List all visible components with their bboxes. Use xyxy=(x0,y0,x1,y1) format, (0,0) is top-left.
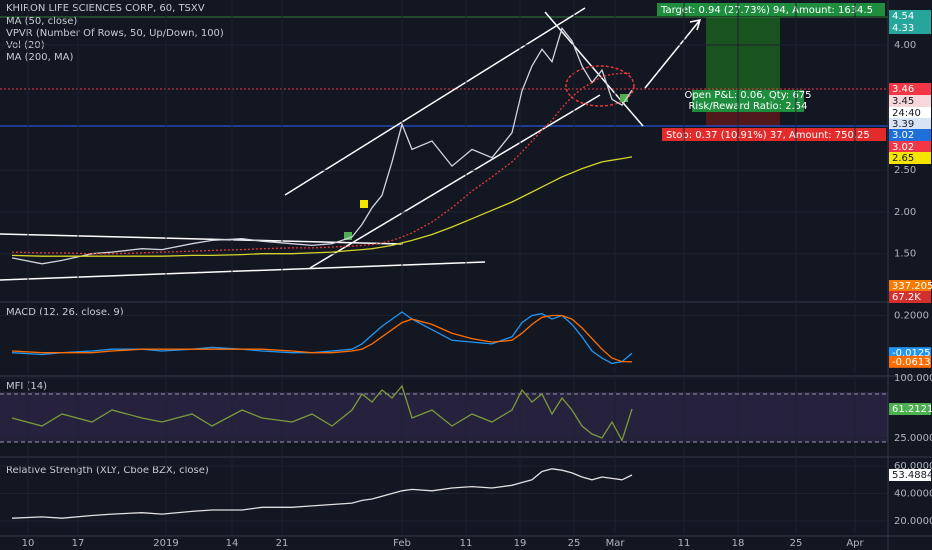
signal-icon xyxy=(620,94,628,102)
x-tick-label: 17 xyxy=(72,538,85,549)
badge-label: 61.2121 xyxy=(892,404,932,415)
x-tick-label: 25 xyxy=(568,538,581,549)
price-badge xyxy=(889,10,931,22)
price-badge xyxy=(889,22,931,34)
x-tick-label: 18 xyxy=(732,538,745,549)
mfi-band xyxy=(0,392,888,442)
pnl-label: Open P&L: 0.06, Qty: 675 xyxy=(684,90,811,101)
series-line xyxy=(11,311,633,365)
target-label: Target: 0.94 (27.73%) 94, Amount: 1634.5 xyxy=(660,5,873,16)
y-tick-label: 100.0000 xyxy=(894,373,932,384)
target-box xyxy=(657,3,885,16)
badge-label: -0.0125 xyxy=(892,348,931,359)
price-badge xyxy=(889,152,931,164)
badge-label: 3.02 xyxy=(892,130,914,141)
price-badge xyxy=(889,107,931,119)
y-tick-label: 2.00 xyxy=(894,207,916,218)
x-tick-label: 19 xyxy=(514,538,527,549)
pane-title: MACD (12, 26, close, 9) xyxy=(6,307,124,318)
badge-label: 4.33 xyxy=(892,23,914,34)
badge-label: 53.4884 xyxy=(892,470,932,481)
badge-label: 3.45 xyxy=(892,96,914,107)
signal-icon xyxy=(360,200,368,208)
x-tick-label: 14 xyxy=(226,538,239,549)
series-line xyxy=(11,156,633,257)
badge-label: 67.2K xyxy=(892,292,921,303)
x-tick-label: 2019 xyxy=(153,538,178,549)
badge-label: 2.65 xyxy=(892,153,914,164)
y-tick-label: 4.00 xyxy=(894,40,916,51)
target-zone xyxy=(706,17,780,90)
series-line xyxy=(11,314,633,363)
y-tick-label: 1.50 xyxy=(894,249,916,260)
pane-title: MFI (14) xyxy=(6,381,47,392)
y-tick-label: 0.2000 xyxy=(894,311,929,322)
series-line xyxy=(11,26,633,265)
x-tick-label: 21 xyxy=(276,538,289,549)
y-tick-label: 40.0000 xyxy=(894,489,932,500)
badge-label: 24:40 xyxy=(892,108,921,119)
price-badge xyxy=(889,291,931,303)
pnl-box xyxy=(692,90,804,112)
series-line xyxy=(11,384,633,443)
x-tick-label: 11 xyxy=(460,538,473,549)
price-badge xyxy=(889,118,931,130)
stop-label: Stop: 0.37 (10.91%) 37, Amount: 750.25 xyxy=(666,130,870,141)
y-tick-label: 25.0000 xyxy=(894,433,932,444)
y-tick-label: 20.0000 xyxy=(894,516,932,527)
x-tick-label: Apr xyxy=(846,538,864,549)
badge-label: 4.54 xyxy=(892,11,914,22)
pane-title: Relative Strength (XLY, Cboe BZX, close) xyxy=(6,465,209,476)
badge-label: 3.39 xyxy=(892,119,914,130)
price-badge xyxy=(889,355,931,368)
price-badge xyxy=(889,129,931,141)
y-tick-label: 60.0000 xyxy=(894,461,932,472)
y-tick-label: 2.50 xyxy=(894,165,916,176)
stop-box xyxy=(662,128,886,141)
price-badge xyxy=(889,83,931,95)
series-line xyxy=(11,468,633,519)
x-tick-label: 10 xyxy=(22,538,35,549)
indicator-label: MA (200, MA) xyxy=(6,52,73,63)
series-line xyxy=(11,72,632,255)
indicator-label: MA (50, close) xyxy=(6,16,77,27)
x-tick-label: 11 xyxy=(678,538,691,549)
indicator-label: VPVR (Number Of Rows, 50, Up/Down, 100) xyxy=(6,28,224,39)
x-tick-label: Mar xyxy=(606,538,626,549)
price-badge xyxy=(889,468,931,481)
x-tick-label: Feb xyxy=(393,538,411,549)
badge-label: 3.02 xyxy=(892,142,914,153)
symbol-title: KHIRON LIFE SCIENCES CORP, 60, TSXV xyxy=(6,3,205,14)
badge-label: 3.46 xyxy=(892,84,914,95)
signal-icon xyxy=(344,232,352,240)
price-badge xyxy=(889,141,931,153)
price-badge xyxy=(889,280,931,292)
price-badge xyxy=(889,95,931,107)
badge-label: 337.205K xyxy=(892,281,932,292)
price-badge xyxy=(889,403,931,416)
badge-label: -0.0613 xyxy=(892,357,931,368)
ratio-label: Risk/Reward Ratio: 2.54 xyxy=(688,101,807,112)
x-tick-label: 25 xyxy=(790,538,803,549)
